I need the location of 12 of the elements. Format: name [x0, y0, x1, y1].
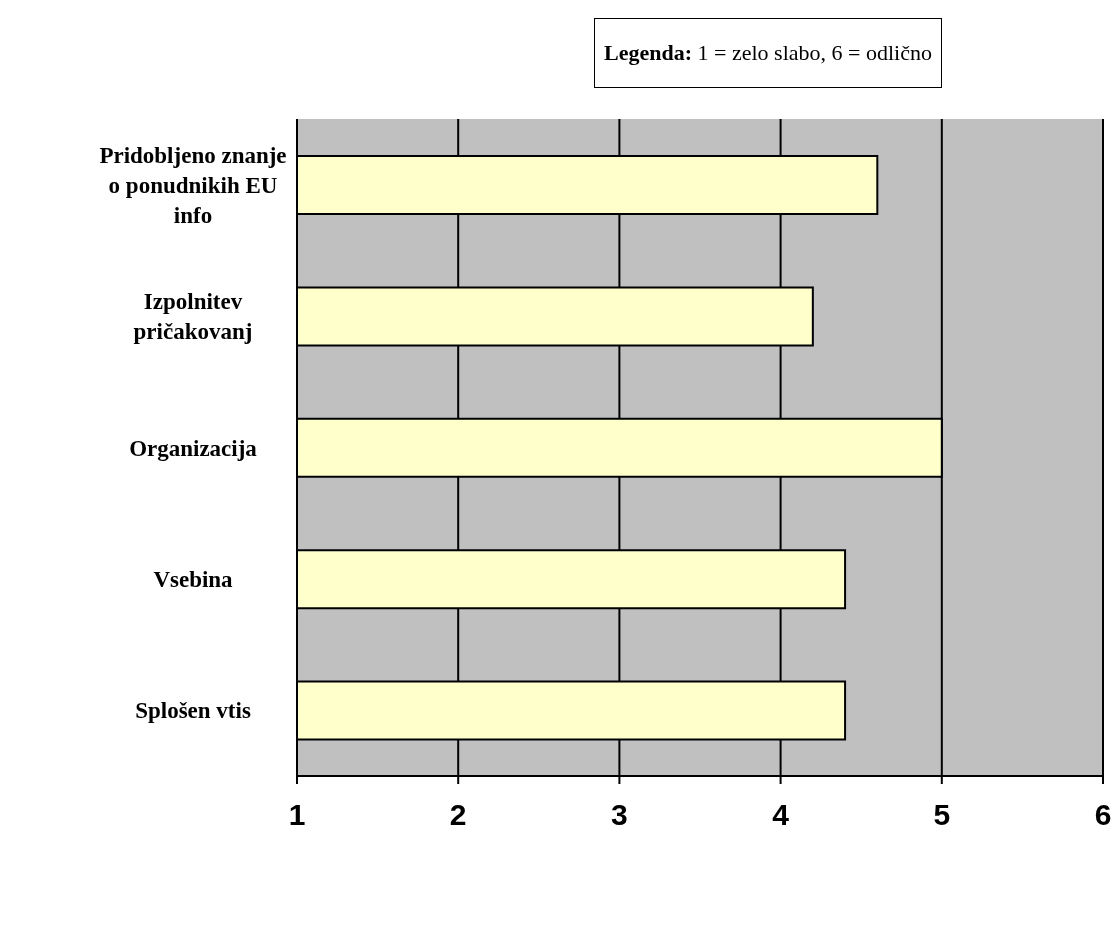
- y-tick-label: Vsebina: [153, 566, 234, 592]
- y-tick-label: Splošen vtis: [135, 697, 251, 723]
- x-tick-label: 1: [288, 798, 306, 832]
- x-tick-label: 5: [933, 798, 951, 832]
- y-tick-label: Izpolnitev pričakovanj: [133, 288, 253, 344]
- x-tick-label: 6: [1094, 798, 1112, 832]
- text: Legenda: 1 = zelo slabo, 6 = odlično: [604, 40, 932, 66]
- y-tick-label: Organizacija: [129, 435, 258, 460]
- x-tick-label: 2: [449, 798, 467, 832]
- y-tick-label: Pridobljeno znanje o ponudnikih EU info: [99, 142, 287, 228]
- x-tick-label: 3: [611, 798, 628, 832]
- x-tick-label: 4: [772, 798, 790, 832]
